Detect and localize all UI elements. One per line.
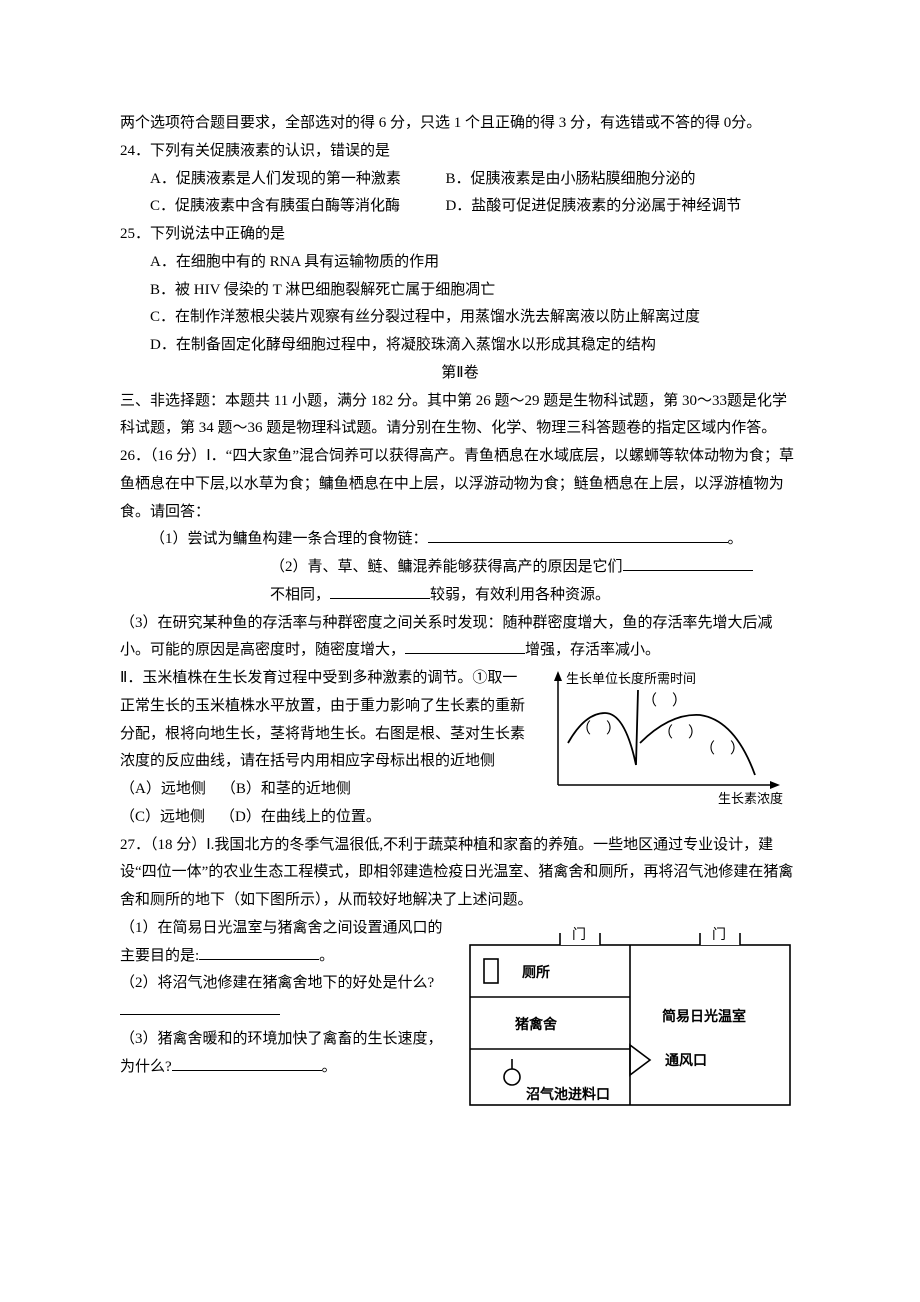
q27-diagram: 门 门 厕所 猪禽舍 沼气池进料口 简易日光温室 通风口 [460, 915, 800, 1115]
svg-text:）: ） [606, 720, 621, 737]
blank [405, 638, 525, 654]
svg-text:）: ） [672, 692, 687, 709]
svg-text:）: ） [688, 724, 703, 741]
q26-p2b: 不相同， [270, 587, 330, 603]
q27-body: 门 门 厕所 猪禽舍 沼气池进料口 简易日光温室 通风口 [120, 915, 800, 1115]
q26-stem: 26．（16 分）Ⅰ．“四大家鱼”混合饲养可以获得高产。青鱼栖息在水域底层，以螺… [120, 443, 800, 526]
svg-text:）: ） [730, 740, 745, 757]
q26-chart: 生长单位长度所需时间 生长素浓度 （） （） （） （） [540, 665, 800, 815]
blank [428, 527, 728, 543]
q27-stem: 27．（18 分）Ⅰ.我国北方的冬季气温很低,不利于蔬菜种植和家畜的养殖。一些地… [120, 832, 800, 915]
q27-p1b: 。 [319, 948, 334, 964]
blank [330, 583, 430, 599]
q26-part2-block: 生长单位长度所需时间 生长素浓度 （） （） （） （） Ⅱ．玉米植株在生长发育… [120, 665, 800, 832]
q25-opt-a: A．在细胞中有的 RNA 具有运输物质的作用 [150, 249, 800, 277]
q24-opt-d: D．盐酸可促进促胰液素的分泌属于神经调节 [445, 193, 800, 221]
q26-p2-line1: （2）青、草、鲢、鳙混养能够获得高产的原因是它们 [120, 554, 800, 582]
q26-p1: （1）尝试为鳙鱼构建一条合理的食物链： 。 [120, 526, 800, 554]
blank [172, 1055, 322, 1071]
chart-xlabel: 生长素浓度 [718, 791, 783, 806]
q25-stem: 25．下列说法中正确的是 [120, 221, 800, 249]
vent-label: 通风口 [665, 1053, 707, 1069]
q24-row1: A．促胰液素是人们发现的第一种激素 B．促胰液素是由小肠粘膜细胞分泌的 [150, 166, 800, 194]
svg-text:（: （ [658, 724, 673, 741]
q24-stem: 24．下列有关促胰液素的认识，错误的是 [120, 138, 800, 166]
toilet-label: 厕所 [522, 964, 550, 981]
blank [120, 999, 280, 1015]
q24-row2: C．促胰液素中含有胰蛋白酶等消化酶 D．盐酸可促进促胰液素的分泌属于神经调节 [150, 193, 800, 221]
door-label-2: 门 [712, 927, 726, 943]
intro-text: 两个选项符合题目要求，全部选对的得 6 分，只选 1 个且正确的得 3 分，有选… [120, 110, 800, 138]
q24-opt-c: C．促胰液素中含有胰蛋白酶等消化酶 [150, 193, 445, 221]
inlet-label: 沼气池进料口 [526, 1086, 610, 1103]
q24-opt-b: B．促胰液素是由小肠粘膜细胞分泌的 [445, 166, 800, 194]
section2-intro: 三、非选择题：本题共 11 小题，满分 182 分。其中第 26 题～29 题是… [120, 388, 800, 444]
blank [199, 944, 319, 960]
svg-text:（: （ [576, 720, 591, 737]
q26-p3b: 增强，存活率减小。 [525, 642, 660, 658]
section2-title: 第Ⅱ卷 [120, 360, 800, 388]
q26-p2-line2: 不相同， 较弱，有效利用各种资源。 [120, 582, 800, 610]
blank [623, 555, 753, 571]
svg-text:（: （ [642, 692, 657, 709]
svg-text:（: （ [700, 740, 715, 757]
q26-p2c: 较弱，有效利用各种资源。 [430, 587, 610, 603]
chart-ylabel: 生长单位长度所需时间 [566, 671, 696, 686]
pig-label: 猪禽舍 [514, 1016, 558, 1033]
q25-opt-c: C．在制作洋葱根尖装片观察有丝分裂过程中，用蒸馏水洗去解离液以防止解离过度 [150, 304, 800, 332]
q26-p2a: （2）青、草、鲢、鳙混养能够获得高产的原因是它们 [270, 559, 623, 575]
q24-opt-a: A．促胰液素是人们发现的第一种激素 [150, 166, 445, 194]
q26-p1-end: 。 [728, 531, 743, 547]
q27-p2a: （2）将沼气池修建在猪禽舍地下的好处是什么? [120, 975, 434, 991]
q27-p3b: 。 [322, 1059, 337, 1075]
q26-p1-text: （1）尝试为鳙鱼构建一条合理的食物链： [150, 531, 428, 547]
q26-p3: （3）在研究某种鱼的存活率与种群密度之间关系时发现：随种群密度增大，鱼的存活率先… [120, 610, 800, 666]
greenhouse-label: 简易日光温室 [662, 1008, 746, 1025]
q25-opt-b: B．被 HIV 侵染的 T 淋巴细胞裂解死亡属于细胞凋亡 [150, 277, 800, 305]
door-label-1: 门 [572, 927, 586, 943]
q25-opt-d: D．在制备固定化酵母细胞过程中，将凝胶珠滴入蒸馏水以形成其稳定的结构 [150, 332, 800, 360]
